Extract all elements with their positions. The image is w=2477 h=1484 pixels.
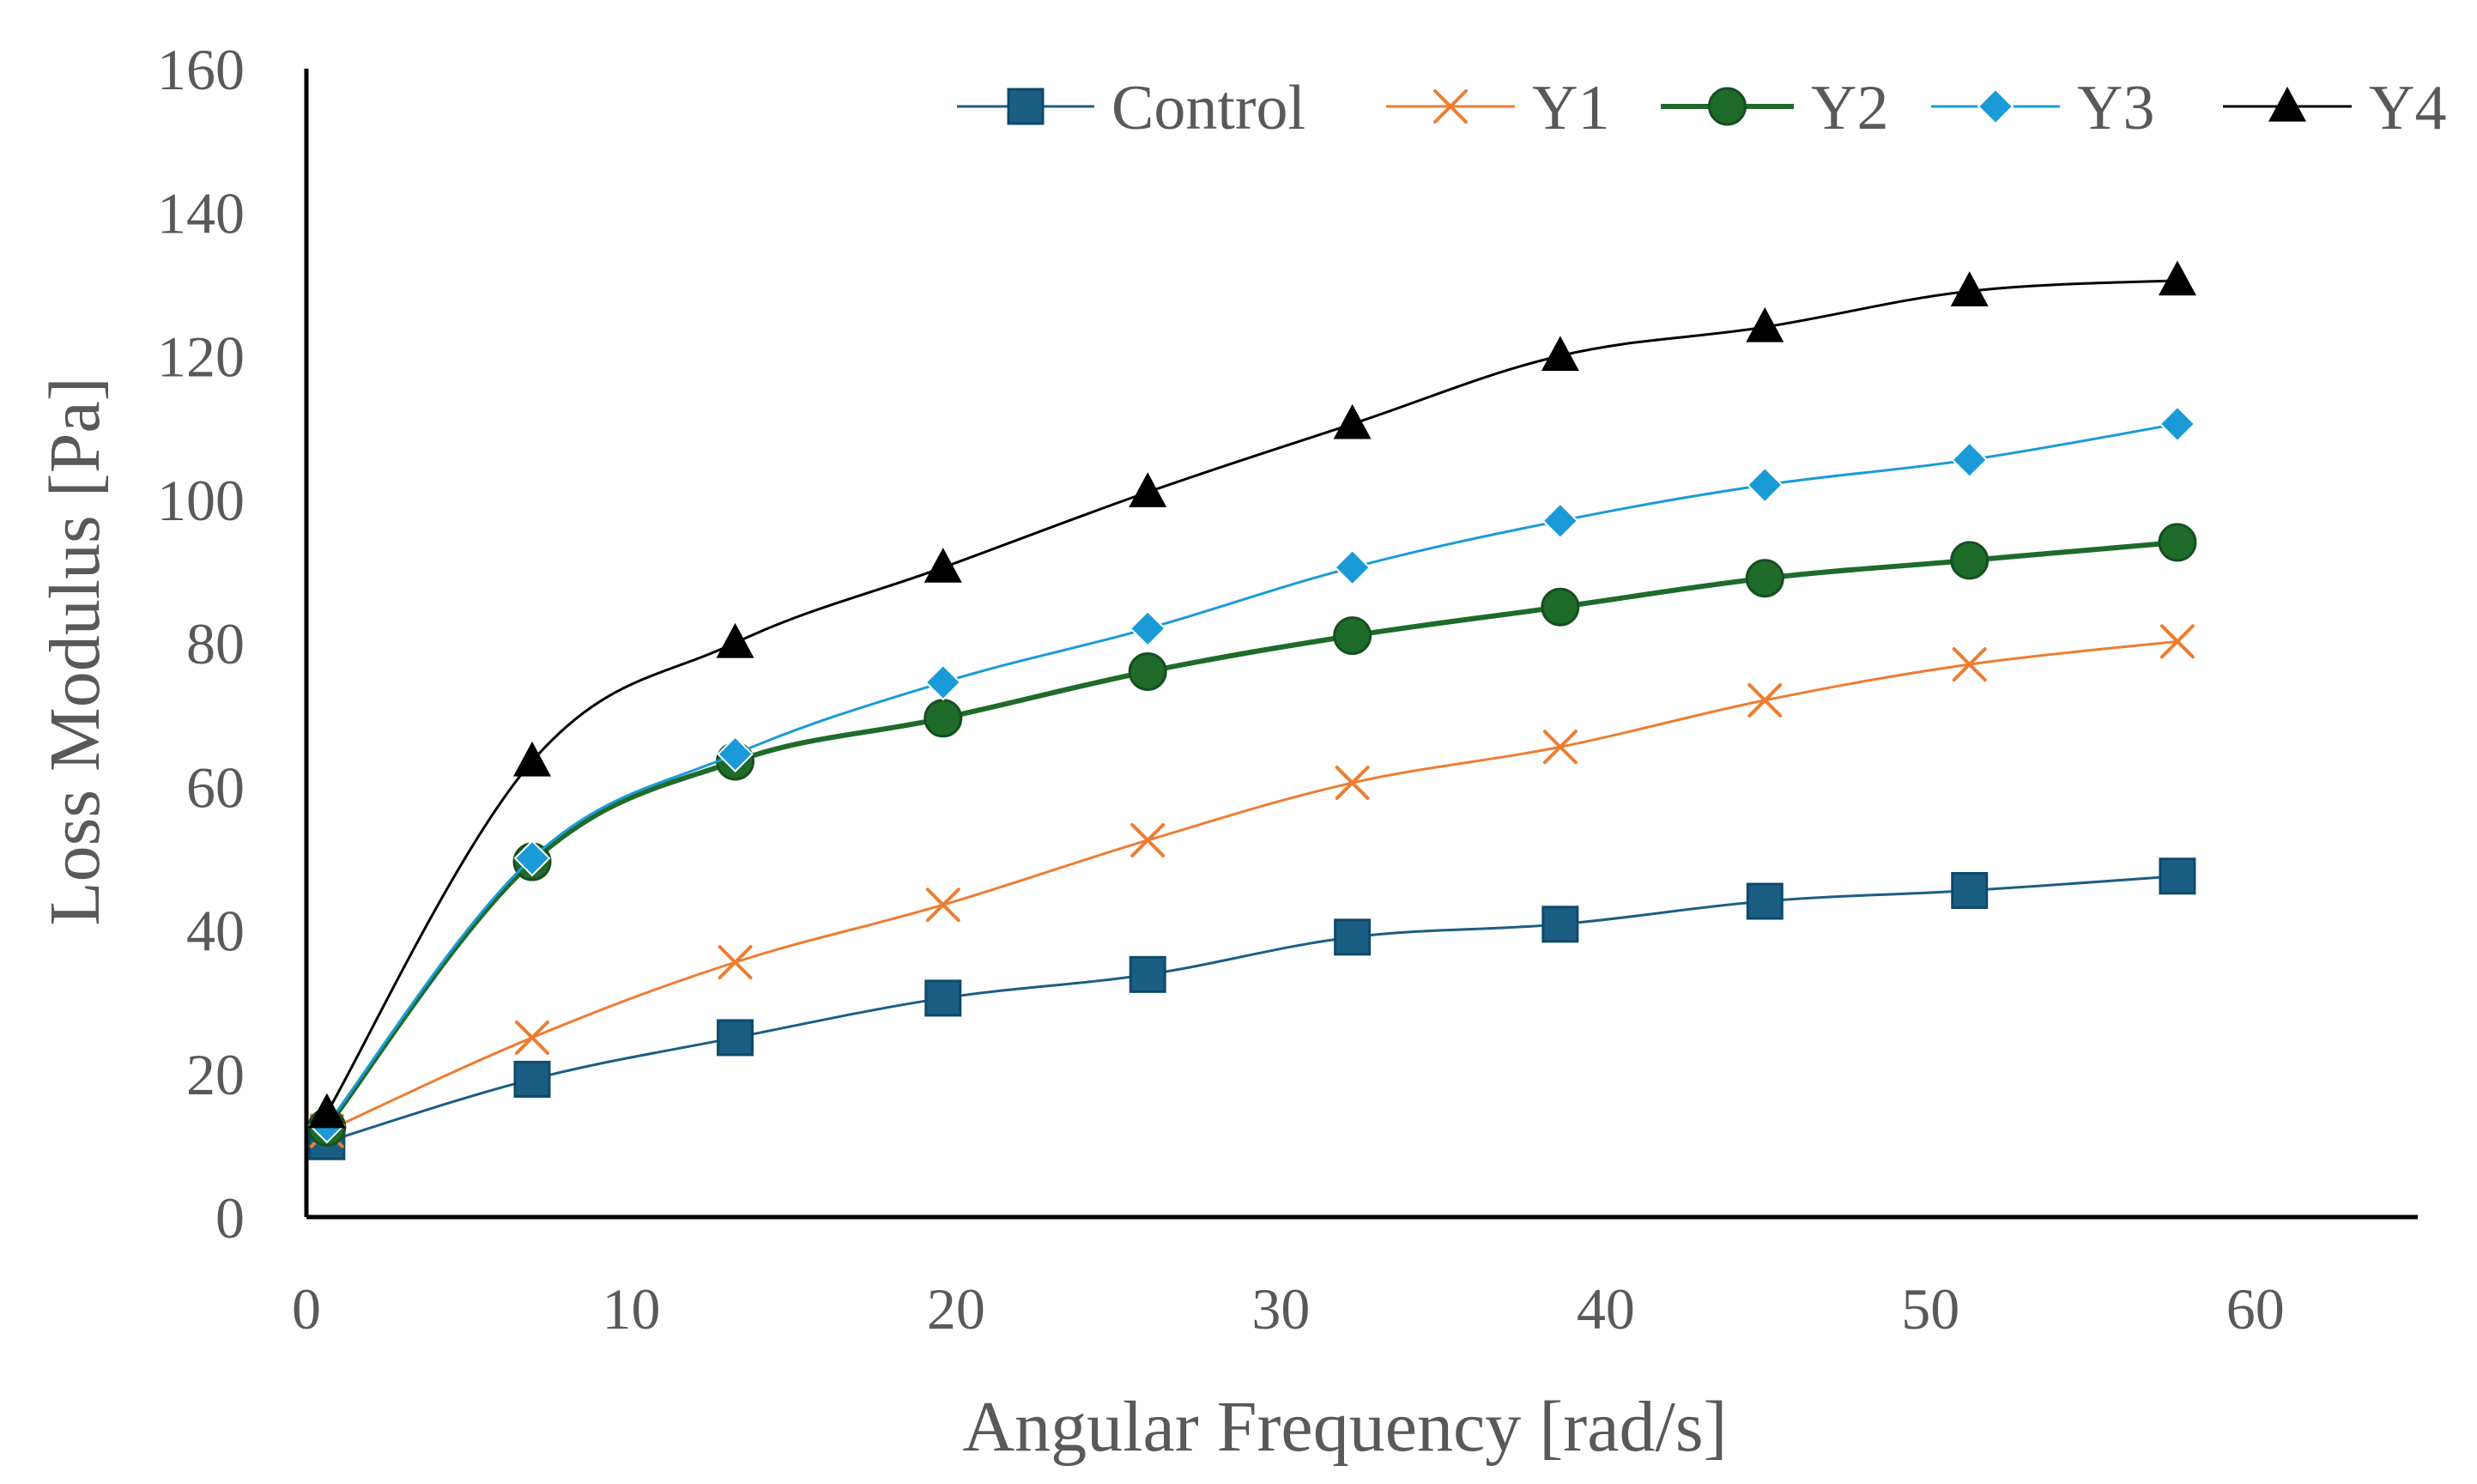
data-point-y3 — [1541, 502, 1579, 540]
x-tick-label: 60 — [2226, 1276, 2285, 1342]
data-point-y4 — [716, 622, 754, 658]
series-y3 — [308, 405, 2196, 1144]
data-point-y3 — [1334, 548, 1372, 586]
data-point-y2 — [1128, 651, 1167, 691]
x-tick-label: 30 — [1251, 1276, 1310, 1342]
data-point-y1 — [1542, 730, 1578, 765]
legend-item-y4: Y4 — [2223, 73, 2446, 143]
data-point-y3 — [1129, 609, 1166, 647]
data-point-y3 — [717, 736, 754, 773]
data-point-y2 — [2158, 523, 2197, 562]
axes: 0 20 40 60 80 100 120 140 160 0 10 20 30 40 50 60 — [157, 37, 2418, 1342]
data-point-y2 — [924, 699, 963, 738]
data-point-y3 — [924, 663, 962, 701]
series-line-y2 — [324, 539, 2178, 1130]
data-point-control — [924, 979, 962, 1017]
data-point-control — [717, 1019, 754, 1057]
legend-label: Y1 — [1532, 73, 1609, 143]
y-tick-label: 20 — [186, 1042, 245, 1107]
legend-item-y1: Y1 — [1386, 73, 1609, 143]
data-point-y1 — [1952, 647, 1987, 682]
data-point-control — [1334, 918, 1372, 956]
data-point-y4 — [513, 741, 552, 777]
series-control — [308, 857, 2196, 1160]
data-point-y2 — [1745, 559, 1784, 598]
series-line-control — [326, 875, 2178, 1143]
legend: Control Y1 Y2 Y3 Y4 — [957, 73, 2446, 143]
data-point-control — [1129, 955, 1166, 993]
y-tick-label: 140 — [157, 180, 245, 245]
y-tick-label: 120 — [157, 324, 245, 390]
legend-marker — [1433, 89, 1468, 124]
data-point-control — [1541, 906, 1579, 943]
legend-marker — [1977, 88, 2014, 125]
series-group — [307, 260, 2197, 1160]
series-y4 — [307, 260, 2196, 1129]
x-tick-label: 10 — [602, 1276, 660, 1342]
data-point-control — [1951, 872, 1989, 910]
series-y1 — [309, 624, 2195, 1148]
legend-item-y3: Y3 — [1931, 73, 2154, 143]
data-point-y1 — [2159, 624, 2195, 659]
series-y2 — [307, 523, 2197, 1147]
data-point-y1 — [1747, 682, 1783, 718]
legend-label: Control — [1111, 73, 1305, 143]
series-line-y1 — [326, 639, 2178, 1133]
data-point-y3 — [513, 839, 551, 877]
data-point-y2 — [1333, 616, 1372, 656]
data-point-y3 — [2159, 405, 2196, 443]
legend-marker — [2268, 86, 2306, 122]
y-tick-label: 60 — [186, 754, 245, 820]
series-line-y3 — [325, 422, 2178, 1126]
data-point-y4 — [307, 1093, 346, 1129]
data-point-y1 — [515, 1020, 550, 1055]
legend-label: Y3 — [2077, 73, 2154, 143]
legend-item-y2: Y2 — [1661, 73, 1888, 143]
y-tick-label: 80 — [186, 611, 245, 676]
data-point-y2 — [1950, 541, 1989, 580]
legend-item-control: Control — [957, 73, 1305, 143]
x-axis-title: Angular Frequency [rad/s] — [962, 1387, 1727, 1467]
y-tick-label: 160 — [157, 37, 245, 102]
y-tick-label: 100 — [157, 468, 245, 533]
data-point-y2 — [1541, 587, 1580, 627]
data-point-y4 — [924, 548, 962, 583]
y-tick-label: 40 — [186, 899, 245, 964]
data-point-y3 — [1746, 466, 1784, 504]
series-line-y4 — [325, 279, 2178, 1114]
data-point-y4 — [1333, 403, 1372, 439]
data-point-y4 — [1129, 472, 1167, 507]
data-point-control — [2159, 857, 2196, 895]
data-point-y1 — [1335, 766, 1370, 801]
y-tick-label: 0 — [215, 1185, 245, 1251]
legend-marker — [1007, 88, 1045, 125]
y-axis-title: Loss Modulus [Pa] — [35, 377, 115, 925]
data-point-control — [513, 1060, 551, 1098]
data-point-y4 — [1746, 306, 1784, 342]
data-point-y3 — [1951, 441, 1989, 479]
data-point-y4 — [1541, 336, 1579, 372]
x-tick-label: 0 — [292, 1276, 321, 1342]
legend-marker — [1708, 87, 1747, 126]
data-point-y1 — [925, 887, 960, 923]
legend-label: Y4 — [2369, 73, 2446, 143]
legend-label: Y2 — [1811, 73, 1888, 143]
data-point-y4 — [2158, 260, 2196, 296]
x-tick-label: 50 — [1901, 1276, 1959, 1342]
data-point-y1 — [1130, 822, 1166, 857]
data-point-y1 — [718, 945, 753, 980]
data-point-control — [1746, 882, 1784, 920]
x-tick-label: 40 — [1577, 1276, 1635, 1342]
x-tick-label: 20 — [927, 1276, 985, 1342]
data-point-y4 — [1950, 271, 1989, 306]
